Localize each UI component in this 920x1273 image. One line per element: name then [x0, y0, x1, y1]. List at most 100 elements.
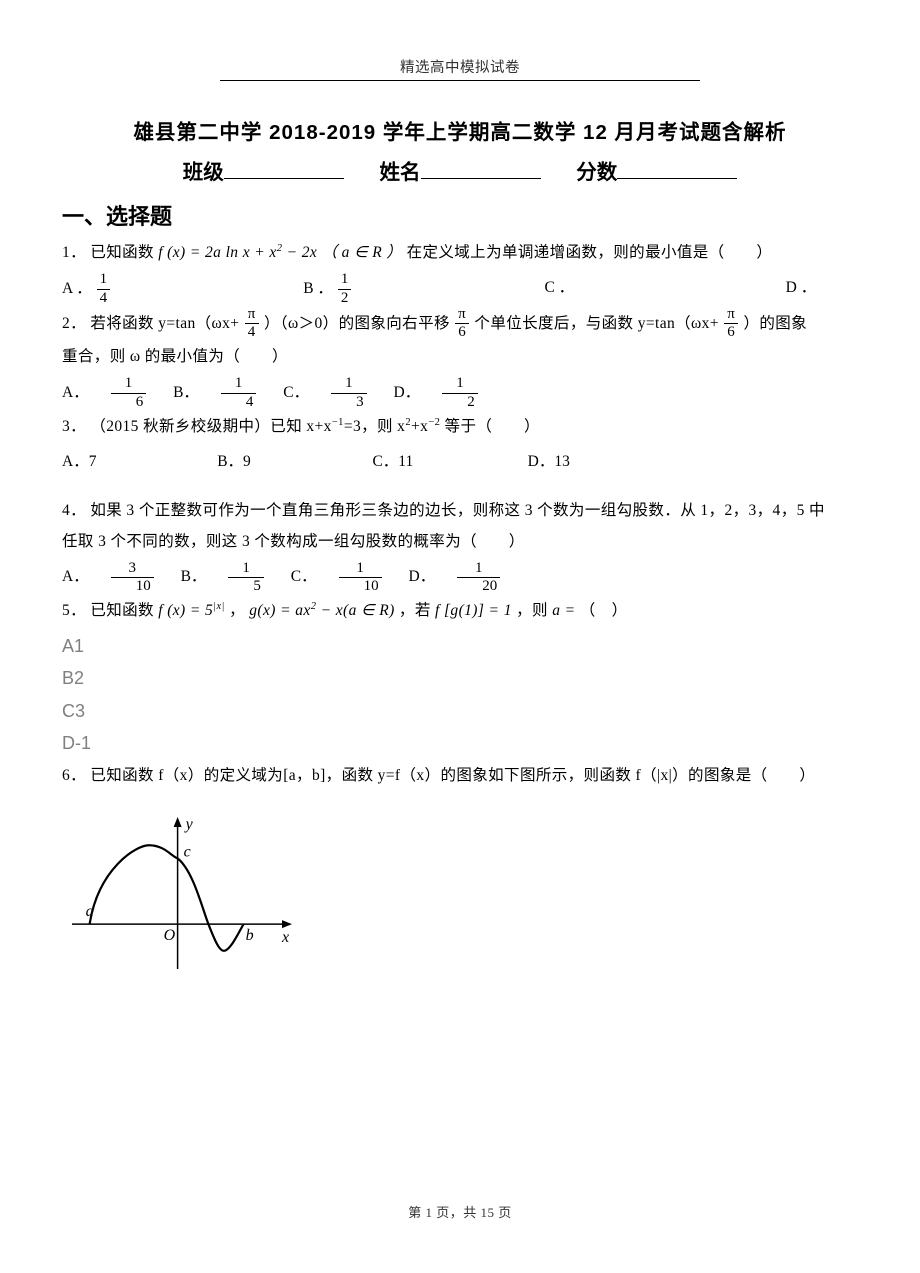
- q1-frac-b-num: 1: [338, 272, 352, 290]
- q4-fa-d: 10: [133, 578, 154, 595]
- q6-text: 6． 已知函数 f（x）的定义域为[a，b]，函数 y=f（x）的图象如下图所示…: [62, 767, 815, 784]
- q5-fg: f [g(1)] = 1: [435, 602, 512, 619]
- q1-mid: 在定义域上为单调递增函数，则的最小值是（ ）: [407, 244, 773, 261]
- q2-l1a: 2． 若将函数 y=tan（ωx+: [62, 314, 239, 331]
- svg-text:y: y: [184, 816, 194, 833]
- q2-od-l: D．: [394, 384, 421, 401]
- q1-frac-a-den: 4: [97, 290, 111, 307]
- q1-opt-a-label: A ．: [62, 280, 92, 297]
- q1-opt-c: C ．: [544, 272, 785, 307]
- q3-s3: −2: [428, 416, 440, 427]
- field-name-label: 姓名: [380, 161, 421, 184]
- page-footer: 第 1 页，共 15 页: [0, 1202, 920, 1221]
- q5-c2: ，若: [399, 602, 431, 619]
- q4-oc-l: C．: [291, 568, 317, 585]
- question-4: 4． 如果 3 个正整数可作为一个直角三角形三条边的边长，则称这 3 个数为一组…: [62, 495, 858, 557]
- spacer: [62, 477, 858, 495]
- q2-f1-n: π: [245, 307, 259, 325]
- q5-opt-a: A1: [62, 630, 858, 662]
- q1-frac-b-den: 2: [338, 290, 352, 307]
- q4-opt-c: C．110: [291, 568, 383, 585]
- q3-plus: +x: [411, 418, 428, 435]
- q1-opt-b-label: B ．: [303, 280, 333, 297]
- q2-frac2: π6: [455, 307, 469, 342]
- question-5: 5． 已知函数 f (x) = 5|x| ， g(x) = ax2 − x(a …: [62, 595, 858, 626]
- q1-opt-b: B ． 12: [303, 272, 544, 307]
- q4-options: A．310 B．15 C．110 D．120: [62, 561, 858, 596]
- section-1-heading: 一、选择题: [62, 199, 858, 231]
- q2-fc-n: 1: [331, 376, 367, 394]
- q3-options: A．7 B．9 C．11 D．13: [62, 446, 683, 477]
- blank-score: [617, 158, 737, 179]
- q2-options: A．16 B．14 C．13 D．12: [62, 376, 858, 411]
- q5-opt-b: B2: [62, 662, 858, 694]
- q4-fd-n: 1: [457, 561, 500, 579]
- page: 精选高中模拟试卷 雄县第二中学 2018-2019 学年上学期高二数学 12 月…: [0, 0, 920, 1273]
- q1-frac-b: 12: [338, 272, 352, 307]
- graph-svg: Oabcxy: [62, 805, 302, 975]
- q2-opt-b: B．14: [173, 384, 261, 401]
- q2-f3-d: 6: [724, 324, 738, 341]
- q5-f1: f (x) = 5: [158, 602, 213, 619]
- q4-fd-d: 20: [479, 578, 500, 595]
- info-fields: 班级 姓名 分数: [62, 155, 858, 185]
- footer-mid: 页，共: [432, 1205, 480, 1220]
- q5-paren: （ ）: [580, 602, 628, 619]
- q4-fa: 310: [111, 561, 154, 596]
- q2-oa-l: A．: [62, 384, 89, 401]
- q4-od-l: D．: [409, 568, 436, 585]
- q5-f1s: |x|: [213, 601, 225, 612]
- q3-opt-a: A．7: [62, 446, 217, 477]
- q5-g: g(x) = ax: [249, 602, 310, 619]
- q2-l1d: ）的图象: [743, 314, 807, 331]
- footer-post: 页: [495, 1205, 512, 1220]
- q2-opt-a: A．16: [62, 384, 151, 401]
- q5-l1a: 5． 已知函数: [62, 602, 154, 619]
- q2-frac3: π6: [724, 307, 738, 342]
- q2-opt-d: D．12: [394, 384, 479, 401]
- q5-gt: − x(a ∈ R): [316, 602, 394, 619]
- svg-text:x: x: [281, 929, 289, 946]
- q4-fb-n: 1: [228, 561, 264, 579]
- q3-opt-c: C．11: [372, 446, 527, 477]
- q4-fd: 120: [457, 561, 500, 596]
- q1-opt-a: A ． 14: [62, 272, 303, 307]
- q4-ob-l: B．: [181, 568, 207, 585]
- q6-graph: Oabcxy: [62, 805, 858, 986]
- question-6: 6． 已知函数 f（x）的定义域为[a，b]，函数 y=f（x）的图象如下图所示…: [62, 760, 858, 791]
- q4-opt-d: D．120: [409, 568, 502, 585]
- questions: 1． 已知函数 f (x) = 2a ln x + x2 − 2x （ a ∈ …: [62, 237, 858, 986]
- q1-paren: （ a ∈ R ）: [321, 244, 402, 261]
- page-header: 精选高中模拟试卷: [220, 56, 700, 81]
- q4-fc-n: 1: [339, 561, 382, 579]
- q2-l2: 重合，则 ω 的最小值为（ ）: [62, 348, 288, 365]
- q4-opt-a: A．310: [62, 568, 155, 585]
- q2-fb-n: 1: [221, 376, 257, 394]
- question-1: 1． 已知函数 f (x) = 2a ln x + x2 − 2x （ a ∈ …: [62, 237, 858, 268]
- q2-fa: 16: [111, 376, 147, 411]
- q2-opt-c: C．13: [283, 384, 371, 401]
- q1-tail: − 2x: [282, 244, 317, 261]
- q4-l1: 4． 如果 3 个正整数可作为一个直角三角形三条边的边长，则称这 3 个数为一组…: [62, 502, 825, 519]
- q3-l1: 3． （2015 秋新乡校级期中）已知 x+x: [62, 418, 332, 435]
- exam-title: 雄县第二中学 2018-2019 学年上学期高二数学 12 月月考试题含解析: [62, 115, 858, 145]
- q2-fd-d: 2: [464, 394, 478, 411]
- q2-f2-n: π: [455, 307, 469, 325]
- q2-fc: 13: [331, 376, 367, 411]
- blank-class: [224, 158, 344, 179]
- q2-f3-n: π: [724, 307, 738, 325]
- q1-opt-c-label: C ．: [544, 279, 574, 296]
- q1-options: A ． 14 B ． 12 C ． D ．: [62, 272, 858, 307]
- q2-fc-d: 3: [353, 394, 367, 411]
- q2-fd-n: 1: [442, 376, 478, 394]
- q4-fa-n: 3: [111, 561, 154, 579]
- q3-s1: −1: [332, 416, 344, 427]
- q4-fb-d: 5: [250, 578, 264, 595]
- q4-fb: 15: [228, 561, 264, 596]
- q3-mid: =3，则 x: [344, 418, 406, 435]
- footer-total: 15: [481, 1205, 495, 1220]
- question-2: 2． 若将函数 y=tan（ωx+ π4 ）（ω＞0）的图象向右平移 π6 个单…: [62, 307, 858, 373]
- q3-tail: 等于（ ）: [440, 418, 540, 435]
- q3-opt-b: B．9: [217, 446, 372, 477]
- q5-opt-d: D-1: [62, 727, 858, 759]
